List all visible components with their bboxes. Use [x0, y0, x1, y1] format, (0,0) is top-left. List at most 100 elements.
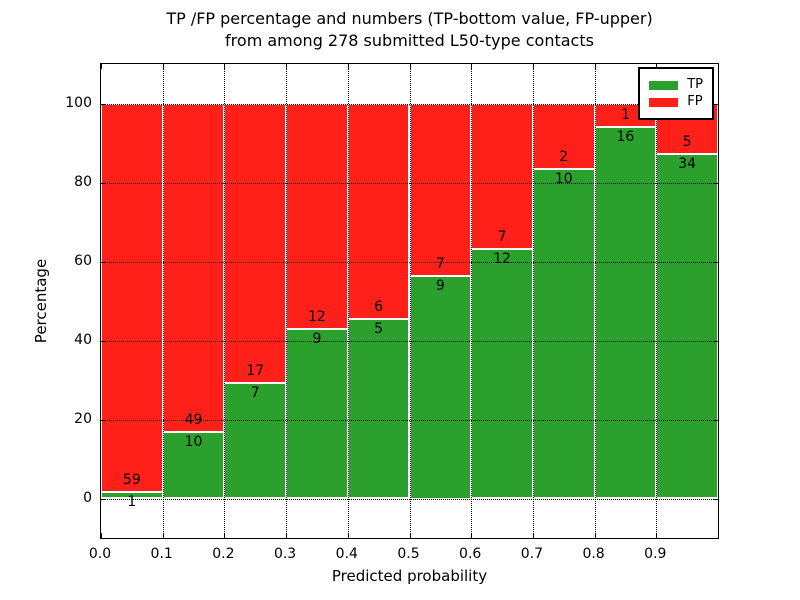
legend-item: TP	[649, 78, 703, 92]
fp-legend-swatch	[649, 97, 679, 107]
y-tick-mark	[101, 103, 106, 105]
y-tick-label: 0	[83, 489, 92, 506]
x-gridline	[594, 64, 596, 538]
x-tick-mark	[594, 64, 596, 69]
y-tick-mark	[713, 182, 718, 184]
x-tick-label: 0.7	[520, 546, 544, 562]
x-tick-mark	[532, 533, 534, 538]
tp-bar-segment	[532, 169, 595, 499]
y-tick-mark	[101, 340, 106, 342]
fp-count-label: 2	[559, 149, 569, 166]
y-tick-label: 20	[74, 410, 92, 427]
y-tick-label: 100	[65, 94, 92, 111]
fp-count-label: 6	[374, 298, 384, 315]
x-tick-mark	[656, 533, 658, 538]
x-gridline	[224, 64, 226, 538]
x-tick-mark	[347, 533, 349, 538]
x-tick-mark	[656, 64, 658, 69]
x-tick-label: 0.5	[397, 546, 420, 562]
fp-bar-segment	[101, 103, 163, 492]
y-tick-mark	[101, 182, 106, 184]
tp-count-label: 7	[250, 385, 260, 402]
x-tick-mark	[471, 64, 473, 69]
y-tick-mark	[713, 261, 718, 263]
fp-count-label: 5	[682, 134, 692, 151]
x-tick-mark	[286, 533, 288, 538]
x-tick-mark	[347, 64, 349, 69]
chart-title-line2: from among 278 submitted L50-type contac…	[225, 31, 594, 50]
y-tick-mark	[101, 419, 106, 421]
chart-title-line1: TP /FP percentage and numbers (TP-bottom…	[166, 9, 653, 28]
tp-legend-swatch	[649, 80, 679, 90]
tp-bar-segment	[162, 431, 225, 499]
tp-bar-segment	[101, 491, 163, 499]
y-tick-mark	[101, 261, 106, 263]
x-gridline	[409, 64, 411, 538]
tp-count-label: 5	[374, 320, 384, 337]
tp-bar-segment	[409, 276, 472, 499]
x-tick-label: 0.9	[644, 546, 667, 562]
tp-count-label: 1	[127, 493, 137, 510]
tp-bar-segment	[347, 318, 410, 499]
legend: TP FP	[638, 67, 714, 120]
y-tick-label: 60	[74, 252, 92, 269]
x-axis-label: Predicted probability	[331, 567, 488, 585]
fp-count-label: 49	[184, 411, 203, 428]
x-tick-mark	[594, 533, 596, 538]
x-tick-mark	[162, 533, 164, 538]
x-tick-mark	[162, 64, 164, 69]
y-tick-mark	[713, 498, 718, 500]
tp-count-label: 10	[184, 433, 203, 450]
tp-count-label: 9	[435, 278, 445, 295]
y-tick-mark	[713, 419, 718, 421]
x-tick-mark	[471, 533, 473, 538]
legend-label: TP	[687, 77, 703, 92]
y-tick-mark	[101, 498, 106, 500]
x-tick-mark	[409, 64, 411, 69]
fp-count-label: 7	[497, 229, 507, 246]
x-tick-mark	[224, 533, 226, 538]
fp-bar-segment	[532, 103, 595, 170]
y-axis-label: Percentage	[32, 258, 50, 344]
x-tick-label: 0.6	[459, 546, 482, 562]
legend-label: FP	[687, 94, 703, 109]
fp-count-label: 1	[620, 106, 630, 123]
x-gridline	[471, 64, 473, 538]
x-gridline	[286, 64, 288, 538]
tp-count-label: 16	[616, 128, 635, 145]
fp-bar-segment	[224, 103, 287, 384]
fp-count-label: 17	[246, 363, 265, 380]
tp-count-label: 12	[493, 251, 511, 268]
x-tick-mark	[101, 533, 102, 538]
tp-bar-segment	[286, 329, 348, 499]
y-tick-label: 40	[74, 331, 92, 348]
x-tick-label: 0.2	[212, 546, 235, 562]
fp-bar-segment	[286, 103, 348, 330]
x-tick-mark	[101, 64, 102, 69]
x-tick-mark	[224, 64, 226, 69]
x-tick-label: 0.8	[582, 546, 605, 562]
y-tick-label: 80	[74, 173, 92, 190]
tp-bar-segment	[656, 154, 718, 499]
fp-bar-segment	[471, 103, 533, 250]
tp-count-label: 9	[312, 331, 322, 348]
x-gridline	[532, 64, 534, 538]
x-gridline	[347, 64, 349, 538]
x-tick-mark	[532, 64, 534, 69]
fp-count-label: 59	[122, 471, 141, 488]
x-tick-label: 0.3	[273, 546, 297, 562]
y-tick-mark	[713, 103, 718, 105]
fp-bar-segment	[162, 103, 225, 432]
fp-count-label: 12	[308, 309, 326, 326]
x-tick-mark	[409, 533, 411, 538]
tp-count-label: 10	[554, 171, 573, 188]
tp-bar-segment	[471, 249, 533, 499]
x-tick-label: 0.0	[88, 546, 112, 562]
fp-count-label: 7	[435, 256, 445, 273]
x-gridline	[162, 64, 164, 538]
x-tick-mark	[286, 64, 288, 69]
tp-count-label: 34	[678, 156, 697, 173]
x-gridline	[656, 64, 658, 538]
legend-item: FP	[649, 95, 703, 109]
